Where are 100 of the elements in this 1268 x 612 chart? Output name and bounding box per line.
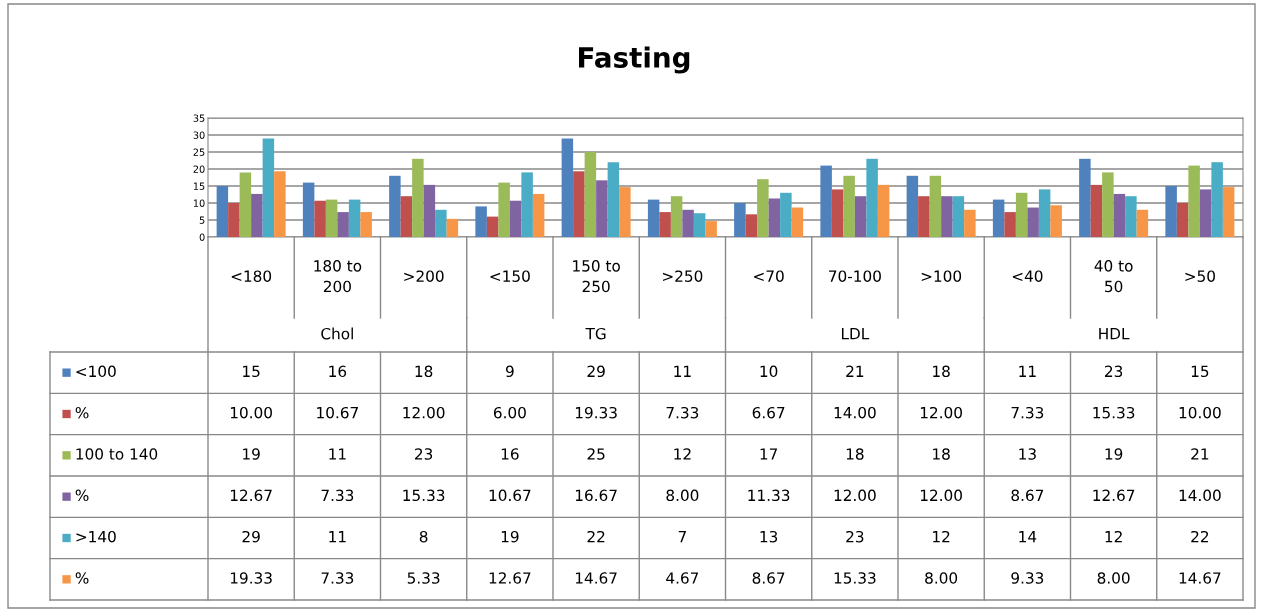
bar: [498, 182, 510, 237]
data-label: 29: [587, 365, 605, 378]
data-label: 12.00: [920, 406, 962, 419]
bar: [1188, 165, 1200, 237]
data-label: 11: [329, 531, 346, 543]
bar: [584, 152, 597, 237]
bar: [521, 172, 533, 237]
bar: [831, 189, 844, 237]
data-label: 12: [933, 530, 950, 543]
bar: [302, 182, 315, 237]
data-label: 9: [505, 365, 514, 378]
data-label: 23: [1105, 365, 1123, 378]
data-label: 10.00: [230, 406, 272, 419]
data-label: 16.67: [575, 489, 617, 502]
bar: [274, 171, 286, 237]
data-label: 22: [587, 530, 605, 543]
x-tick-label: <180: [231, 270, 272, 282]
y-tick-label: 30: [193, 131, 205, 139]
data-label: 19.33: [575, 406, 617, 419]
bar: [1015, 192, 1028, 237]
text: HDL: [1099, 328, 1130, 340]
bar: [532, 193, 545, 237]
data-label: 8.67: [1011, 489, 1044, 502]
bar: [400, 196, 413, 237]
bar: [843, 175, 855, 237]
x-tick-label: <70: [754, 270, 784, 282]
bar: [1004, 212, 1016, 237]
bar: [952, 196, 965, 237]
data-label: 5.33: [407, 572, 440, 584]
data-label: 12.67: [489, 572, 531, 584]
x-tick-label: 40 to 50: [1094, 260, 1133, 293]
data-label: 18: [933, 448, 950, 460]
data-label: 11: [1019, 365, 1036, 377]
bar: [1211, 162, 1223, 237]
bar: [745, 214, 758, 237]
bar: [412, 158, 424, 237]
bar: [435, 209, 447, 237]
bar: [423, 184, 436, 237]
data-label: 22: [1191, 530, 1209, 543]
y-tick-label: 10: [193, 199, 205, 207]
data-label: 8: [419, 530, 428, 543]
data-label: 12.67: [1093, 489, 1135, 502]
data-label: 12: [674, 448, 691, 460]
bar: [1027, 207, 1039, 237]
data-label: 15.33: [403, 489, 445, 502]
data-label: 12.00: [834, 489, 876, 502]
y-tick-label: 20: [193, 165, 205, 173]
data-label: 19: [501, 530, 519, 543]
data-label: 12: [1105, 530, 1122, 543]
x-tick-label: >250: [663, 270, 703, 282]
x-tick-label: <40: [1012, 270, 1043, 282]
data-label: 21: [1191, 448, 1209, 460]
data-label: 14.00: [1179, 489, 1221, 502]
bar: [682, 209, 694, 237]
bar: [446, 218, 459, 237]
bar: [607, 162, 620, 237]
text: TG: [585, 327, 606, 340]
data-label: 10.67: [489, 489, 531, 502]
data-label: 7: [678, 531, 686, 543]
data-label: 12.67: [230, 489, 272, 502]
bar: [768, 198, 781, 237]
bar: [573, 171, 585, 237]
data-label: 15.33: [834, 572, 876, 584]
text: Chol: [321, 327, 353, 340]
bar: [509, 200, 522, 237]
data-label: 29: [242, 530, 260, 543]
bar: [486, 216, 499, 237]
bar: [1079, 158, 1091, 237]
data-label: 7.33: [1011, 406, 1044, 419]
data-label: 17: [760, 448, 778, 460]
data-label: 8.67: [752, 572, 785, 584]
bar: [918, 196, 930, 237]
legend-label: 100 to 140: [76, 448, 158, 460]
bar: [1038, 189, 1051, 237]
data-label: 15: [1191, 365, 1209, 378]
data-label: 23: [846, 530, 864, 543]
data-label: 21: [846, 365, 864, 377]
bar: [348, 199, 361, 237]
y-tick-label: 15: [193, 182, 205, 190]
data-label: 18: [846, 448, 864, 460]
x-tick-label: 150 to 250: [573, 260, 620, 293]
bar: [929, 175, 942, 237]
bar: [1125, 196, 1137, 237]
bar: [941, 196, 953, 237]
bar: [561, 138, 574, 237]
data-label: 7.33: [321, 489, 354, 502]
legend-label: %: [75, 572, 89, 584]
data-label: 25: [587, 448, 605, 460]
x-tick-label: >100: [921, 270, 962, 282]
data-label: 8.00: [1097, 572, 1130, 584]
bar: [360, 212, 372, 237]
bar: [877, 184, 890, 237]
bar: [854, 196, 867, 237]
data-label: 19: [243, 448, 260, 460]
data-label: 19.33: [230, 572, 272, 584]
bar: [1199, 189, 1212, 237]
bar: [693, 213, 706, 237]
bar: [734, 203, 746, 237]
bar: [1165, 186, 1177, 237]
bar: [1050, 205, 1062, 237]
